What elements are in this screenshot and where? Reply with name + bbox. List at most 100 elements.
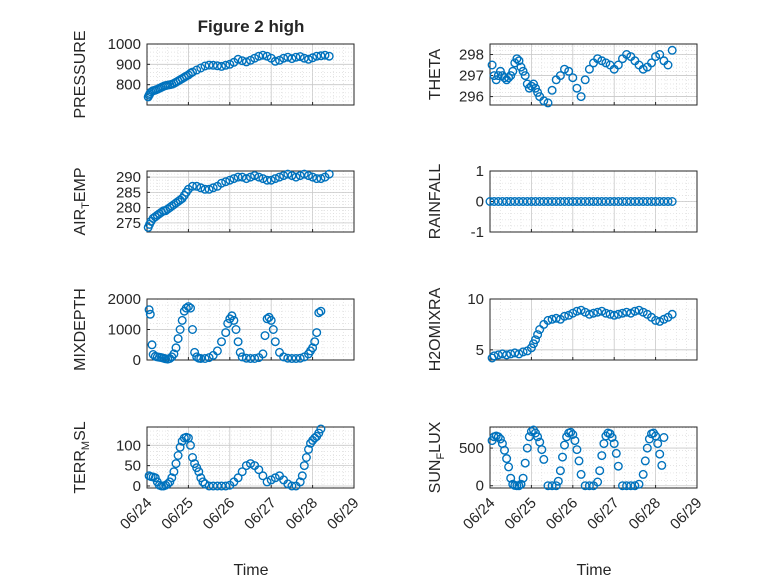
data-point [655,449,665,459]
data-point [618,196,628,206]
data-point [295,52,305,62]
data-point [173,451,183,461]
data-point [533,330,543,340]
data-point [491,75,501,85]
data-point [194,467,204,477]
data-point [196,354,206,364]
data-point [237,352,247,362]
data-point [601,58,611,68]
y-tick-label: -1 [471,224,484,241]
data-point [497,349,507,359]
data-point [618,481,628,491]
data-point [516,479,526,489]
y-tick-label: 285 [116,184,141,201]
data-point [555,196,565,206]
data-point [310,337,320,347]
data-point [539,96,549,106]
data-point [597,451,607,461]
y-axis-label-main: RAINFALL [427,164,444,240]
data-point [510,196,520,206]
data-point [647,58,657,68]
data-point [584,481,594,491]
x-tick-label: 06/28 [283,494,322,533]
y-axis-label: MIXDEPTH [72,288,89,371]
data-point [254,51,264,61]
data-point [295,353,305,363]
y-tick-label: 0 [133,352,141,369]
data-point [601,196,611,206]
data-point [308,53,318,63]
data-point [593,196,603,206]
data-point [266,315,276,325]
x-tick-label: 06/24 [117,494,156,533]
axes-frame [146,43,355,106]
data-point [187,453,197,463]
data-point [487,60,497,70]
data-point [640,456,650,466]
data-point [320,50,330,60]
y-axis-label: AIRTEMP [72,167,92,235]
y-tick-label: 5 [476,342,484,359]
data-point [144,305,154,315]
data-point [229,174,239,184]
y-tick-label: 900 [116,56,141,73]
y-tick-label: 800 [116,77,141,94]
data-point [593,307,603,317]
data-point [618,308,628,318]
data-point [506,349,516,359]
data-point [651,196,661,206]
data-point [609,196,619,206]
data-point [570,436,580,446]
data-point [221,481,231,491]
data-point [522,443,532,453]
y-axis-label-main: MIXDEPTH [72,288,89,371]
data-point [611,448,621,458]
data-point [324,51,334,61]
data-point [568,73,578,83]
data-point [572,306,582,316]
data-point [634,196,644,206]
data-point [221,177,231,187]
data-point [580,481,590,491]
data-point [655,50,665,60]
data-point [183,302,193,312]
y-tick-label: 50 [124,458,141,475]
y-axis-label-subscript: T [80,202,92,209]
data-point [198,477,208,487]
x-tick-label: 06/25 [158,494,197,533]
data-point [520,71,530,81]
data-point [167,473,177,483]
data-point [216,178,226,188]
data-point [270,337,280,347]
data-point [208,60,218,70]
axes-frame [146,426,355,489]
data-point [216,61,226,71]
data-point [512,54,522,64]
y-tick-label: 1000 [108,36,141,53]
data-point [535,196,545,206]
data-point [283,169,293,179]
data-point [187,67,197,77]
data-point [508,66,518,76]
data-point [506,71,516,81]
data-point [506,196,516,206]
data-point [489,351,499,361]
data-point [254,172,264,182]
data-point [221,328,231,338]
data-point [626,481,636,491]
data-point [216,337,226,347]
y-axis-label-tail: EMP [72,167,89,202]
y-tick-label: 0 [133,478,141,495]
data-point [237,56,247,66]
data-point [225,175,235,185]
data-point [659,196,669,206]
y-axis-label-tail: SL [72,421,89,441]
x-tick-label: 06/26 [200,494,239,533]
axes-frame [489,298,698,361]
data-point [543,315,553,325]
data-point [553,476,563,486]
data-point [568,196,578,206]
data-point [185,303,195,313]
data-point [254,465,264,475]
data-point [287,354,297,364]
